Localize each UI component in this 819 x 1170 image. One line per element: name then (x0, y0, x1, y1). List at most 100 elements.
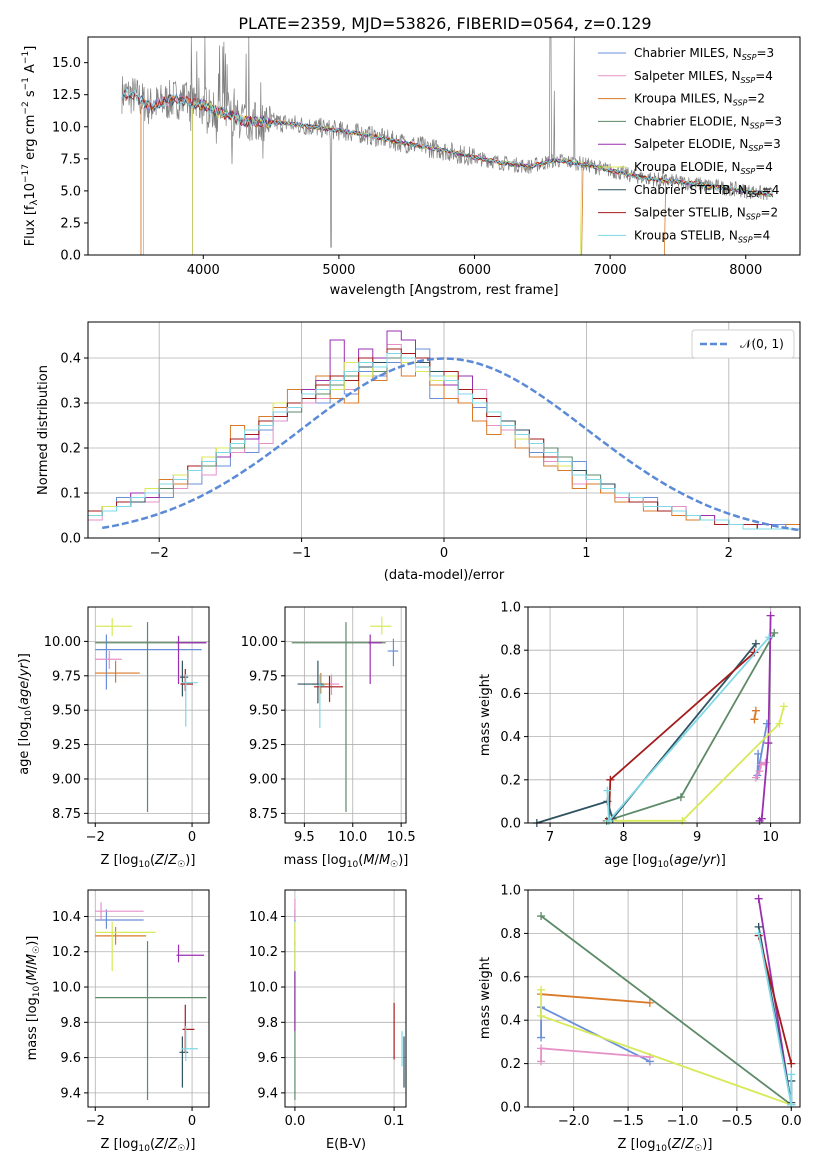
mass-Z-panel: −2 0 9.4 9.6 9.8 10.0 10.2 10.4 Z [log10(Z/Z☉)]… (25, 889, 210, 1154)
weight_Z-marker-K_ELODIE (537, 1011, 546, 1020)
histogram-K_STELIB (88, 353, 800, 530)
age_Z-xtick-label: 0 (188, 830, 196, 845)
weight_age-marker-S_ELODIE (757, 814, 766, 823)
mass_ebv-frame (284, 889, 407, 1108)
weight_age-marker-S_MILES (751, 773, 760, 782)
residuals-ylabel: Normed distribution (36, 365, 51, 495)
weight_Z-marker-S_MILES (537, 1044, 546, 1053)
age_mass-ytick-label: 8.75 (249, 807, 278, 822)
spectrum-xtick-label: 8000 (729, 263, 762, 278)
age_Z-ytick-label: 9.00 (52, 772, 81, 787)
weight_age-ytick-label: 0.4 (500, 730, 521, 745)
weight_age-ytick-label: 0.6 (500, 687, 521, 702)
weight_age-marker-K_STELIB (604, 816, 613, 825)
legend-label: Chabrier ELODIE, NSSP=3 (634, 114, 782, 130)
spectrum-ytick-label: 12.5 (52, 88, 81, 103)
weight_Z-marker-K_STELIB (787, 1070, 796, 1079)
residuals-xtick-label: 0 (440, 546, 448, 561)
mass_ebv-xtick-label: 0.1 (384, 1114, 405, 1129)
weight_age-marker-K_ELODIE (775, 719, 784, 728)
spectrum-plot-area (121, 36, 774, 256)
age-Z-xlabel: Z [log10(Z/Z☉)] (101, 853, 196, 870)
mass_Z-frame (87, 889, 210, 1108)
age_Z-ytick-label: 9.25 (52, 738, 81, 753)
weight_age-xtick-label: 10 (762, 830, 779, 845)
weight_age-marker-S_ELODIE (766, 611, 775, 620)
weight_age-marker-K_STELIB (765, 633, 774, 642)
mass_Z-ytick-label: 10.0 (52, 981, 81, 996)
age_Z-frame (87, 606, 210, 824)
spectrum-ytick-label: 7.5 (60, 152, 81, 167)
mass_ebv-xtick-label: 0.0 (285, 1114, 306, 1129)
legend-label: Kroupa ELODIE, NSSP=4 (634, 160, 773, 176)
residuals-xtick-label: 2 (725, 546, 733, 561)
weight_age-xtick-label: 8 (619, 830, 627, 845)
model-dip (663, 180, 667, 256)
age_mass-xtick-label: 10.5 (387, 830, 416, 845)
weight_Z-line-C_ELODIE (540, 915, 792, 1106)
normal-curve (101, 357, 801, 532)
weight_Z-marker-K_MILES (645, 998, 654, 1007)
weight_age-marker-C_MILES (754, 749, 763, 758)
spectrum-panel: PLATE=2359, MJD=53826, FIBERID=0564, z=0… (21, 14, 801, 298)
weight_age-line-K_ELODIE (608, 706, 785, 822)
weight_age-ytick-label: 0.0 (500, 817, 521, 832)
mass-Z-xlabel: Z [log10(Z/Z☉)] (101, 1137, 196, 1154)
weight_age-marker-S_MILES (757, 760, 766, 769)
mass_ebv-ytick-label: 9.4 (257, 1086, 278, 1101)
mass-Z-ylabel: mass [log10(M/M☉)] (25, 936, 42, 1061)
mass_Z-ytick-label: 9.8 (60, 1016, 81, 1031)
weight_age-marker-S_MILES (761, 758, 770, 767)
weight-age-xlabel: age [log10(age/yr)] (604, 853, 726, 870)
weight_Z-frame (527, 889, 801, 1108)
weight_Z-marker-K_ELODIE (537, 985, 546, 994)
legend-label: Chabrier MILES, NSSP=3 (634, 46, 774, 62)
weight_age-marker-S_MILES (755, 767, 764, 776)
spectrum-ytick-label: 10.0 (52, 120, 81, 135)
weight_age-line-S_ELODIE (758, 615, 772, 822)
age_mass-ytick-label: 10.00 (241, 635, 278, 650)
residuals-ytick-label: 0.4 (60, 352, 81, 367)
age_Z-ytick-label: 9.75 (52, 669, 81, 684)
weight_Z-line-K_MILES (541, 993, 650, 1004)
weight_Z-ytick-label: 0.0 (500, 1101, 521, 1116)
age_Z-ytick-label: 10.00 (44, 635, 81, 650)
mass_Z-ytick-label: 9.6 (60, 1051, 81, 1066)
weight_Z-ytick-label: 0.2 (500, 1057, 521, 1072)
spectrum-xtick-label: 4000 (187, 263, 220, 278)
legend-label: Chabrier STELIB, NSSP=4 (634, 183, 779, 199)
weight_Z-ytick-label: 0.8 (500, 927, 521, 942)
weight_age-marker-S_STELIB (606, 775, 615, 784)
weight-Z-panel: −2.0 −1.5 −1.0 −0.5 0.0 0.0 0.2 0.4 0.6 0.8 1.0 Z … (478, 884, 802, 1155)
weight-age-ylabel: mass weight (478, 674, 493, 756)
weight_age-marker-K_MILES (751, 706, 760, 715)
residuals-ytick-label: 0.0 (60, 532, 81, 547)
residuals-plot-area (88, 330, 801, 532)
spectrum-ylabel: Flux [fλ10−17 erg cm−2 s−1 A−1] (21, 46, 40, 247)
weight_age-marker-K_ELODIE (678, 816, 687, 825)
weight_age-frame (527, 606, 801, 824)
normal-legend-label: 𝒩(0, 1) (740, 337, 784, 351)
residuals-xlabel: (data-model)/error (384, 568, 505, 583)
mass_Z-ytick-label: 9.4 (60, 1086, 81, 1101)
weight_age-marker-K_STELIB (603, 786, 612, 795)
weight_age-marker-K_ELODIE (779, 702, 788, 711)
weight-Z-xlabel: Z [log10(Z/Z☉)] (618, 1137, 713, 1154)
age-mass-panel: 9.5 10.0 10.5 8.75 9.00 9.25 9.50 9.75 10.00 mas… (241, 606, 416, 870)
mass-ebv-xlabel: E(B-V) (326, 1137, 366, 1152)
mass_ebv-ytick-label: 10.4 (249, 910, 278, 925)
weight_Z-ytick-label: 0.6 (500, 970, 521, 985)
weight_Z-line-S_STELIB (757, 935, 793, 1064)
weight_age-xtick-label: 7 (546, 830, 554, 845)
mass_Z-xtick-label: −2 (86, 1114, 105, 1129)
weight-Z-ylabel: mass weight (478, 957, 493, 1039)
weight_Z-ytick-label: 0.4 (500, 1014, 521, 1029)
age-mass-xlabel: mass [log10(M/M☉)] (284, 853, 409, 870)
weight_Z-xtick-label: −1.0 (667, 1114, 699, 1129)
spectrum-title: PLATE=2359, MJD=53826, FIBERID=0564, z=0… (238, 14, 651, 33)
legend-label: Salpeter ELODIE, NSSP=3 (634, 137, 781, 153)
weight_Z-xtick-label: 0.0 (781, 1114, 802, 1129)
weight_Z-marker-C_ELODIE (537, 912, 546, 921)
residuals-xtick-label: −2 (150, 546, 169, 561)
age_Z-ytick-label: 9.50 (52, 704, 81, 719)
